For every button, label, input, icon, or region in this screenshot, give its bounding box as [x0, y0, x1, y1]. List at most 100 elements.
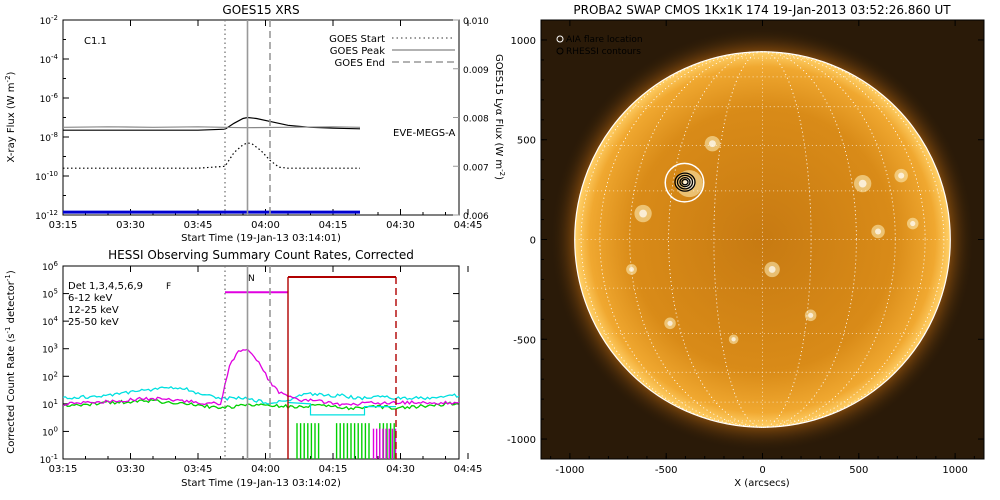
- goes-legend-peak-label: GOES Peak: [330, 46, 385, 57]
- rhessi-contour-1: [676, 174, 694, 190]
- grid-longitude: [713, 51, 812, 428]
- hessi-panel: HESSI Observing Summary Count Rates, Cor…: [4, 248, 482, 489]
- hessi-series-2: [63, 386, 459, 405]
- goes-y2-tick-label: 0.009: [463, 66, 489, 76]
- active-region-core-9: [808, 312, 814, 318]
- hessi-y-tick-label: 10-1: [40, 453, 58, 466]
- goes-x-axis: 03:15 03:30 03:45 04:00 04:15 04:30 04:45: [49, 20, 483, 231]
- active-region-core-5: [898, 172, 905, 179]
- goes-title: GOES15 XRS: [222, 3, 299, 17]
- hessi-legend: Det 1,3,4,5,6,9 6-12 keV 12-25 keV 25-50…: [68, 281, 143, 328]
- hessi-series-0: [63, 348, 459, 407]
- hessi-series-group: [63, 348, 459, 459]
- goes-x-tick-label: 04:30: [386, 220, 415, 231]
- aia-legend-icon: [556, 35, 564, 43]
- swap-y-tick-label: -1000: [507, 435, 536, 446]
- grid-longitude: [668, 51, 857, 428]
- rhessi-legend-icon: [556, 47, 564, 55]
- goes-x-tick-label: 03:45: [184, 220, 213, 231]
- goes-eve-annotation: EVE-MEGS-A: [393, 128, 456, 139]
- goes-y2-tick-label: 0.008: [463, 115, 489, 125]
- swap-x-tick-label: -500: [655, 465, 678, 476]
- active-region-core-3: [768, 265, 776, 273]
- goes-series-group: [63, 116, 361, 214]
- goes-x-tick-label: 04:00: [251, 220, 280, 231]
- hessi-x-tick-label: 04:00: [251, 464, 280, 475]
- swap-x-axis: -1000 -500 0 500 1000: [550, 20, 975, 476]
- solar-limb: [574, 51, 951, 428]
- rhessi-contour-0: [674, 172, 696, 192]
- goes-y2-label: GOES15 Lyα Flux (W m-2): [493, 54, 506, 180]
- goes-y-tick-label: 10-2: [40, 14, 58, 27]
- swap-y-axis: -1000 -500 0 500 1000: [507, 36, 984, 446]
- hessi-markers: [224, 266, 397, 459]
- hessi-y-axis: 10-1 100 101 102 103 104 105 106: [40, 260, 459, 466]
- swap-title: PROBA2 SWAP CMOS 1Kx1K 174 19-Jan-2013 0…: [573, 3, 951, 17]
- swap-panel: PROBA2 SWAP CMOS 1Kx1K 174 19-Jan-2013 0…: [507, 3, 985, 489]
- active-region-core-7: [875, 228, 882, 235]
- hessi-legend-12-25: 12-25 keV: [68, 305, 119, 316]
- hessi-x-tick-label: 04:45: [454, 464, 483, 475]
- aia-legend-label: AIA flare location: [566, 35, 643, 45]
- goes-x-tick-label: 04:45: [454, 220, 483, 231]
- hessi-x-tick-label: 03:15: [49, 464, 78, 475]
- active-region-core-6: [667, 320, 673, 326]
- goes-panel: GOES15 XRS 10-12 10-10 10-8 10-6 10-4 10-2 0.…: [4, 3, 506, 244]
- hessi-y-tick-label: 104: [42, 315, 58, 328]
- hessi-x-tick-label: 04:30: [386, 464, 415, 475]
- active-region-core-1: [639, 209, 647, 218]
- active-region-core-4: [858, 179, 867, 188]
- goes-legend-start-label: GOES Start: [329, 34, 385, 45]
- rhessi-contours: [674, 172, 696, 192]
- hessi-x-tick-label: 04:15: [319, 464, 348, 475]
- rhessi-contour-2: [679, 176, 691, 188]
- hessi-series-1: [63, 398, 459, 411]
- goes-series-0: [63, 116, 361, 131]
- hessi-y-tick-label: 101: [42, 398, 58, 411]
- goes-y2-tick-label: 0.010: [463, 17, 489, 27]
- goes-class-label: C1.1: [84, 36, 107, 47]
- goes-x-tick-label: 03:30: [116, 220, 145, 231]
- goes-y2-axis: 0.006 0.007 0.008 0.009 0.010: [453, 17, 489, 222]
- swap-x-tick-label: 0: [759, 465, 765, 476]
- goes-series-1: [63, 142, 360, 169]
- goes-y-tick-label: 10-8: [40, 131, 58, 144]
- goes-x-tick-label: 04:15: [319, 220, 348, 231]
- active-region-core-2: [708, 140, 716, 148]
- hessi-legend-title: Det 1,3,4,5,6,9: [68, 281, 143, 292]
- goes-markers: [224, 20, 271, 215]
- aia-flare-circle: [664, 162, 705, 203]
- hessi-y-label: Corrected Count Rate (s-1 detector-1): [4, 270, 17, 454]
- swap-x-tick-label: 500: [849, 465, 868, 476]
- goes-x-label: Start Time (19-Jan-13 03:14:01): [181, 233, 341, 244]
- goes-y2-tick-label: 0.007: [463, 163, 489, 173]
- goes-legend-end-label: GOES End: [335, 58, 385, 69]
- goes-y-axis: 10-12 10-10 10-8 10-6 10-4 10-2: [35, 14, 69, 222]
- goes-series-2: [63, 126, 361, 129]
- hessi-flag-bars: [225, 276, 396, 294]
- hessi-x-tick-label: 03:45: [184, 464, 213, 475]
- swap-x-tick-label: -1000: [555, 465, 584, 476]
- swap-legend: AIA flare location RHESSI contours: [556, 35, 643, 57]
- hessi-y-tick-label: 100: [42, 425, 58, 438]
- goes-y-tick-label: 10-10: [35, 170, 58, 183]
- hessi-x-label: Start Time (19-Jan-13 03:14:02): [181, 478, 341, 489]
- active-region-core-10: [731, 337, 736, 342]
- active-region-core-8: [629, 267, 634, 272]
- goes-x-tick-label: 03:15: [49, 220, 78, 231]
- active-region-core-11: [910, 220, 916, 227]
- swap-x-tick-label: 1000: [942, 465, 967, 476]
- swap-y-tick-label: 0: [530, 236, 536, 247]
- hessi-cyan-step: [287, 401, 396, 416]
- hessi-title: HESSI Observing Summary Count Rates, Cor…: [108, 248, 414, 262]
- goes-y-tick-label: 10-12: [35, 209, 58, 222]
- hessi-y-tick-label: 103: [42, 343, 58, 356]
- hessi-flag-f-label: F: [166, 282, 171, 292]
- hessi-plot-frame: [62, 265, 460, 460]
- hessi-y-tick-label: 106: [42, 260, 58, 273]
- hessi-x-tick-label: 03:30: [116, 464, 145, 475]
- grid-longitude: [580, 51, 945, 428]
- rhessi-legend-label: RHESSI contours: [566, 47, 641, 57]
- swap-x-label: X (arcsecs): [734, 478, 790, 489]
